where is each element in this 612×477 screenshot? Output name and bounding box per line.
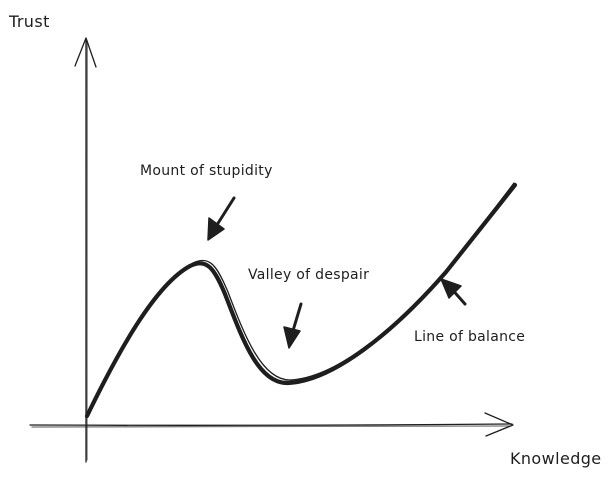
x-axis-arrowhead [484, 412, 514, 437]
x-axis-label: Knowledge [510, 449, 602, 468]
balance-pointer-arrow [440, 278, 467, 306]
y-axis-arrowhead [74, 37, 97, 68]
mount-of-stupidity-label: Mount of stupidity [140, 163, 273, 179]
valley-of-despair-label: Valley of despair [248, 267, 369, 283]
line-of-balance-label: Line of balance [414, 329, 525, 345]
trust-curve [84, 182, 518, 419]
y-axis-label: Trust [8, 12, 50, 31]
y-axis [74, 37, 97, 463]
mount-pointer-arrow [207, 196, 236, 241]
valley-pointer-arrow [283, 302, 303, 349]
x-axis [29, 412, 514, 437]
